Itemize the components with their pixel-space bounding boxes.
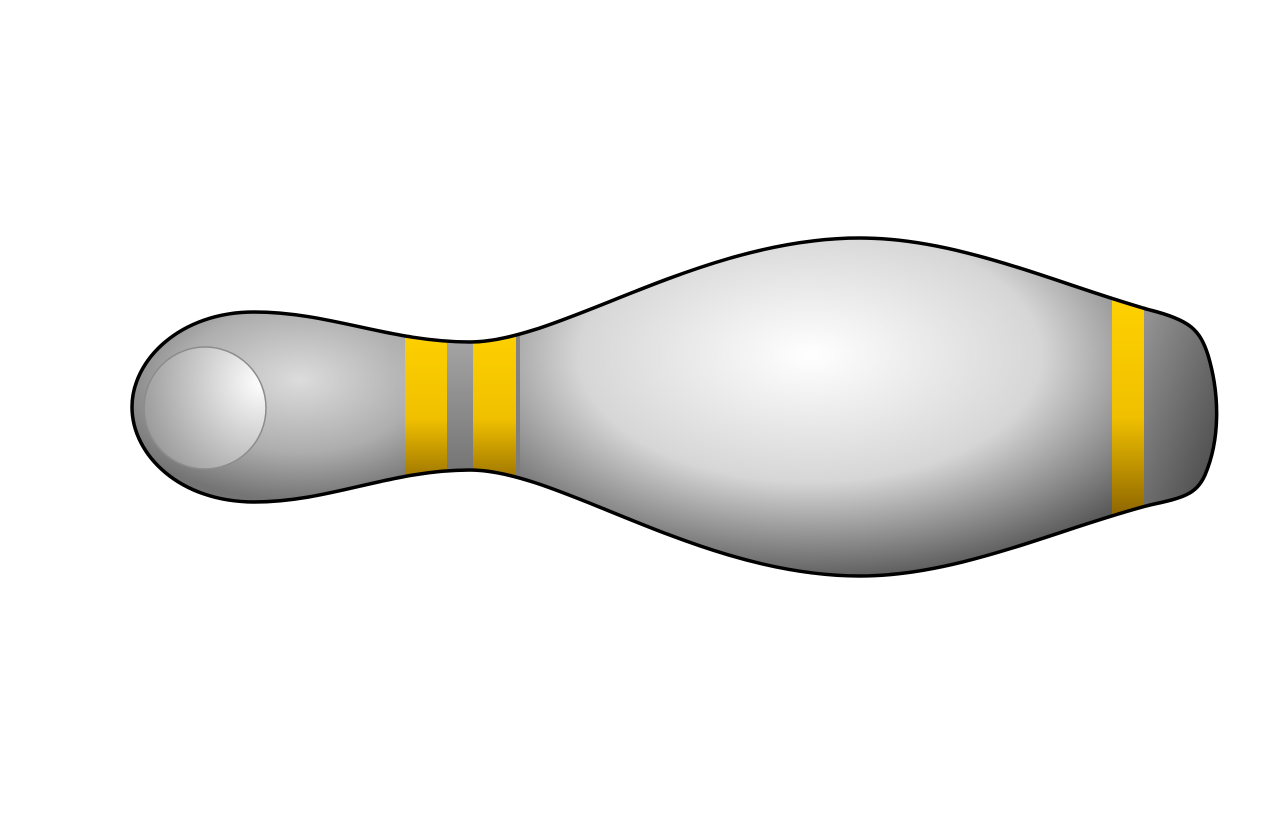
head-dome bbox=[143, 346, 267, 470]
tail-stripe bbox=[1112, 290, 1144, 520]
neck-gray-band bbox=[446, 330, 474, 490]
neck-stripe-left bbox=[405, 325, 447, 495]
neck-stripe-right bbox=[473, 325, 516, 495]
pin-outline bbox=[130, 236, 1219, 578]
pin-body bbox=[132, 238, 1217, 576]
